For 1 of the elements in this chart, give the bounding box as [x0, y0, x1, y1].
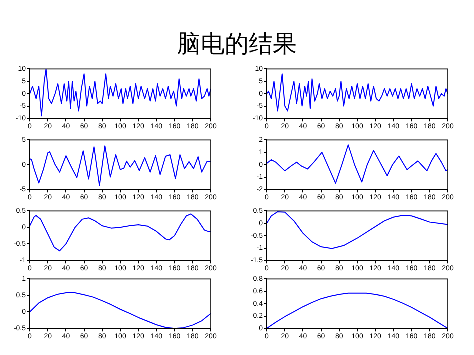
chart-title: 脑电的结果	[176, 29, 298, 60]
